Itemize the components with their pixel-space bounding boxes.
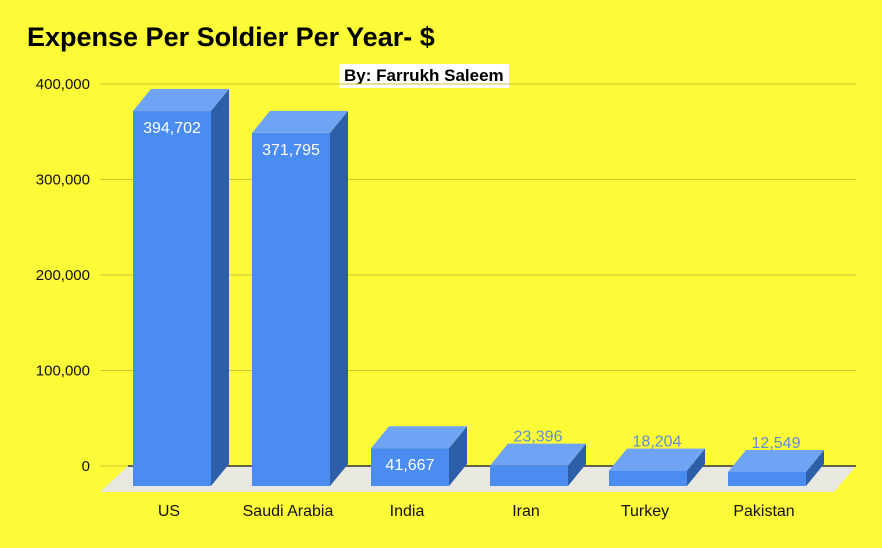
category-label: US [158, 503, 180, 520]
category-label: Turkey [621, 503, 669, 520]
y-tick-label: 100,000 [36, 363, 90, 380]
data-label: 23,396 [514, 429, 563, 446]
bar-top [133, 89, 229, 112]
bar-top [371, 426, 467, 449]
bar [371, 426, 467, 486]
y-tick-label: 300,000 [36, 172, 90, 189]
data-label: 41,667 [386, 457, 435, 474]
bar-top [609, 448, 705, 471]
category-label: Pakistan [733, 503, 794, 520]
bar [609, 448, 705, 486]
data-label: 12,549 [752, 435, 801, 452]
bar [133, 89, 229, 486]
bar [490, 443, 586, 486]
bar-side [330, 110, 348, 486]
y-tick-label: 0 [82, 458, 90, 475]
x-axis-categories: US Saudi Arabia India Iran Turkey Pakistan [158, 503, 795, 520]
bar-side [449, 426, 467, 486]
bar-side [687, 448, 705, 486]
bar-top [728, 450, 824, 472]
bar [252, 110, 348, 486]
y-tick-label: 400,000 [36, 76, 90, 93]
bar-top [490, 443, 586, 466]
bars [133, 89, 824, 486]
y-axis-ticks: 0 100,000 200,000 300,000 400,000 [36, 76, 90, 475]
data-label: 371,795 [262, 142, 320, 159]
chart-title: Expense Per Soldier Per Year- $ [27, 22, 435, 52]
bar-front [252, 132, 330, 486]
bar-front [133, 111, 211, 486]
bar-front [609, 470, 687, 486]
bar-front [728, 472, 806, 486]
bar-side [211, 89, 229, 486]
data-labels: 394,702 371,795 41,667 23,396 18,204 12,549 [143, 120, 800, 474]
category-label: Iran [512, 503, 540, 520]
data-label: 394,702 [143, 120, 201, 137]
category-label: India [390, 503, 425, 520]
bar-side [568, 443, 586, 486]
bar-top [252, 110, 348, 133]
bar-front [490, 465, 568, 486]
bar-front [371, 448, 449, 486]
bar [728, 450, 824, 486]
bar-side [806, 450, 824, 486]
y-tick-label: 200,000 [36, 267, 90, 284]
category-label: Saudi Arabia [243, 503, 334, 520]
data-label: 18,204 [633, 434, 682, 451]
